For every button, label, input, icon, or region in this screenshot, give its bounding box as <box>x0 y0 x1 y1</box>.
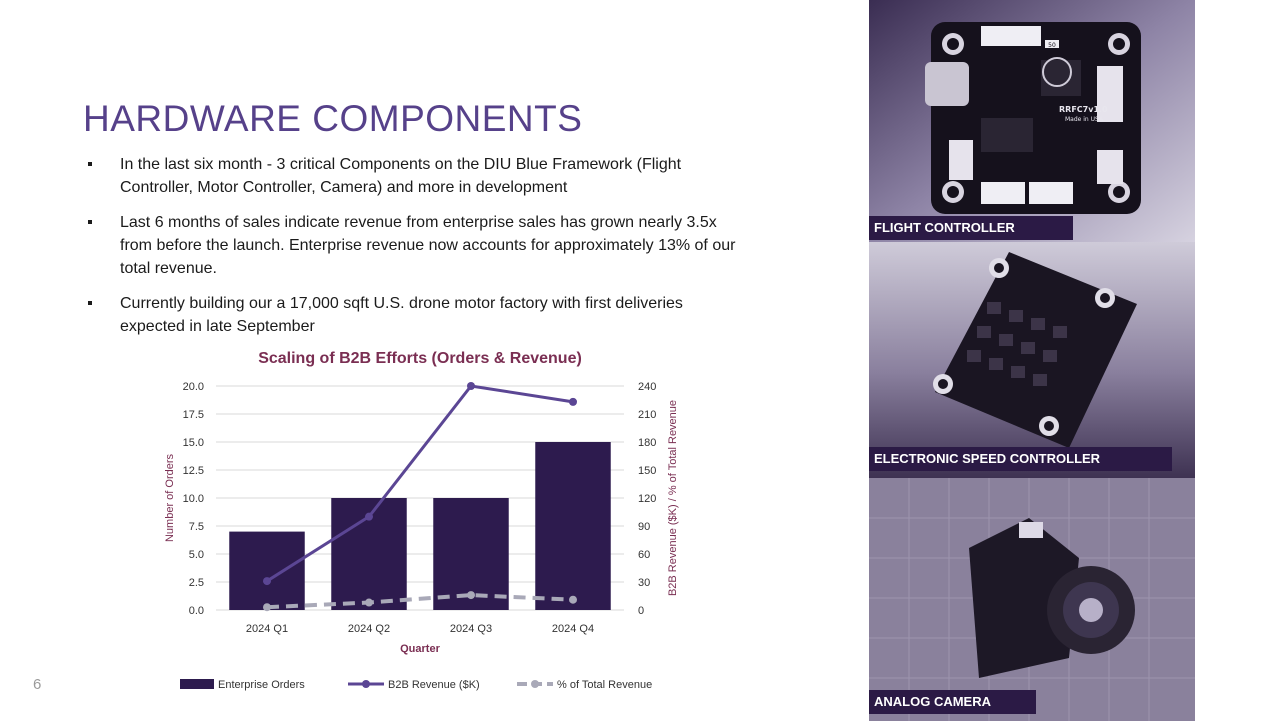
bullet-list: In the last six month - 3 critical Compo… <box>88 153 748 350</box>
legend-label-pct-total-revenue: % of Total Revenue <box>557 679 652 691</box>
flight-controller-panel: 50 RRFC7v1.0 Made in USA FLIGHT CONTROLL… <box>869 0 1195 242</box>
point-pct-total-revenue <box>569 595 577 604</box>
bullet-marker <box>88 301 92 305</box>
y2-axis-label: B2B Revenue ($K) / % of Total Revenue <box>667 400 679 596</box>
board-made-in-text: Made in USA <box>1065 116 1104 123</box>
bar-enterprise-orders <box>229 531 305 610</box>
bar-enterprise-orders <box>535 442 611 610</box>
x-tick-label: 2024 Q4 <box>552 623 594 635</box>
y2-tick-label: 210 <box>638 409 656 421</box>
y-tick-label: 10.0 <box>183 493 204 505</box>
board-model-text: RRFC7v1.0 <box>1059 105 1108 114</box>
y2-tick-label: 0 <box>638 605 644 617</box>
board-badge: 50 <box>1048 42 1056 49</box>
b2b-chart: Scaling of B2B Efforts (Orders & Revenue… <box>164 350 679 691</box>
y2-tick-label: 150 <box>638 465 656 477</box>
bullet-text: Currently building our a 17,000 sqft U.S… <box>120 295 683 335</box>
point-b2b-revenue <box>569 397 577 406</box>
legend-swatch-enterprise-orders <box>180 679 214 689</box>
y-tick-label: 5.0 <box>189 549 204 561</box>
esc-panel: ELECTRONIC SPEED CONTROLLER <box>869 242 1195 478</box>
point-b2b-revenue <box>467 382 475 390</box>
esc-label: ELECTRONIC SPEED CONTROLLER <box>869 447 1172 471</box>
y-tick-label: 15.0 <box>183 437 204 449</box>
y-tick-label: 17.5 <box>183 409 204 421</box>
point-pct-total-revenue <box>263 603 271 612</box>
bullet-item: Last 6 months of sales indicate revenue … <box>88 211 748 280</box>
y2-tick-label: 120 <box>638 493 656 505</box>
bullet-text: In the last six month - 3 critical Compo… <box>120 156 682 196</box>
y-axis-label: Number of Orders <box>164 453 176 542</box>
y2-tick-label: 180 <box>638 437 656 449</box>
flight-controller-image: 50 RRFC7v1.0 Made in USA <box>869 0 1195 242</box>
esc-image <box>869 242 1195 478</box>
x-axis-label: Quarter <box>400 643 440 655</box>
camera-image <box>869 478 1195 721</box>
y2-tick-label: 30 <box>638 577 650 589</box>
x-tick-label: 2024 Q3 <box>450 623 492 635</box>
y2-tick-label: 90 <box>638 521 650 533</box>
point-b2b-revenue <box>365 512 373 521</box>
line-b2b-revenue <box>266 384 574 583</box>
x-tick-label: 2024 Q1 <box>246 623 288 635</box>
y-tick-label: 20.0 <box>183 381 204 393</box>
page-number: 6 <box>33 676 42 693</box>
bullet-item: In the last six month - 3 critical Compo… <box>88 153 748 199</box>
point-b2b-revenue <box>263 577 271 586</box>
legend-marker-b2b-revenue <box>362 680 370 688</box>
bullet-marker <box>88 162 92 166</box>
y2-tick-label: 60 <box>638 549 650 561</box>
point-pct-total-revenue <box>467 591 475 600</box>
chart-title: Scaling of B2B Efforts (Orders & Revenue… <box>258 350 582 367</box>
bullet-marker <box>88 220 92 224</box>
x-tick-label: 2024 Q2 <box>348 623 390 635</box>
camera-label: ANALOG CAMERA <box>869 690 1036 714</box>
y2-tick-label: 240 <box>638 381 656 393</box>
y-tick-label: 12.5 <box>183 465 204 477</box>
y-tick-label: 2.5 <box>189 577 204 589</box>
y-tick-label: 0.0 <box>189 605 204 617</box>
legend-marker-pct-total-revenue <box>531 680 539 688</box>
bullet-text: Last 6 months of sales indicate revenue … <box>120 214 736 277</box>
legend-label-enterprise-orders: Enterprise Orders <box>218 679 305 691</box>
line-pct-total-revenue <box>266 593 574 610</box>
point-pct-total-revenue <box>365 598 373 607</box>
camera-panel: ANALOG CAMERA <box>869 478 1195 721</box>
slide-title: HARDWARE COMPONENTS <box>83 98 583 139</box>
flight-controller-label: FLIGHT CONTROLLER <box>869 216 1073 240</box>
y-tick-label: 7.5 <box>189 521 204 533</box>
bullet-item: Currently building our a 17,000 sqft U.S… <box>88 292 748 338</box>
legend-label-b2b-revenue: B2B Revenue ($K) <box>388 679 480 691</box>
